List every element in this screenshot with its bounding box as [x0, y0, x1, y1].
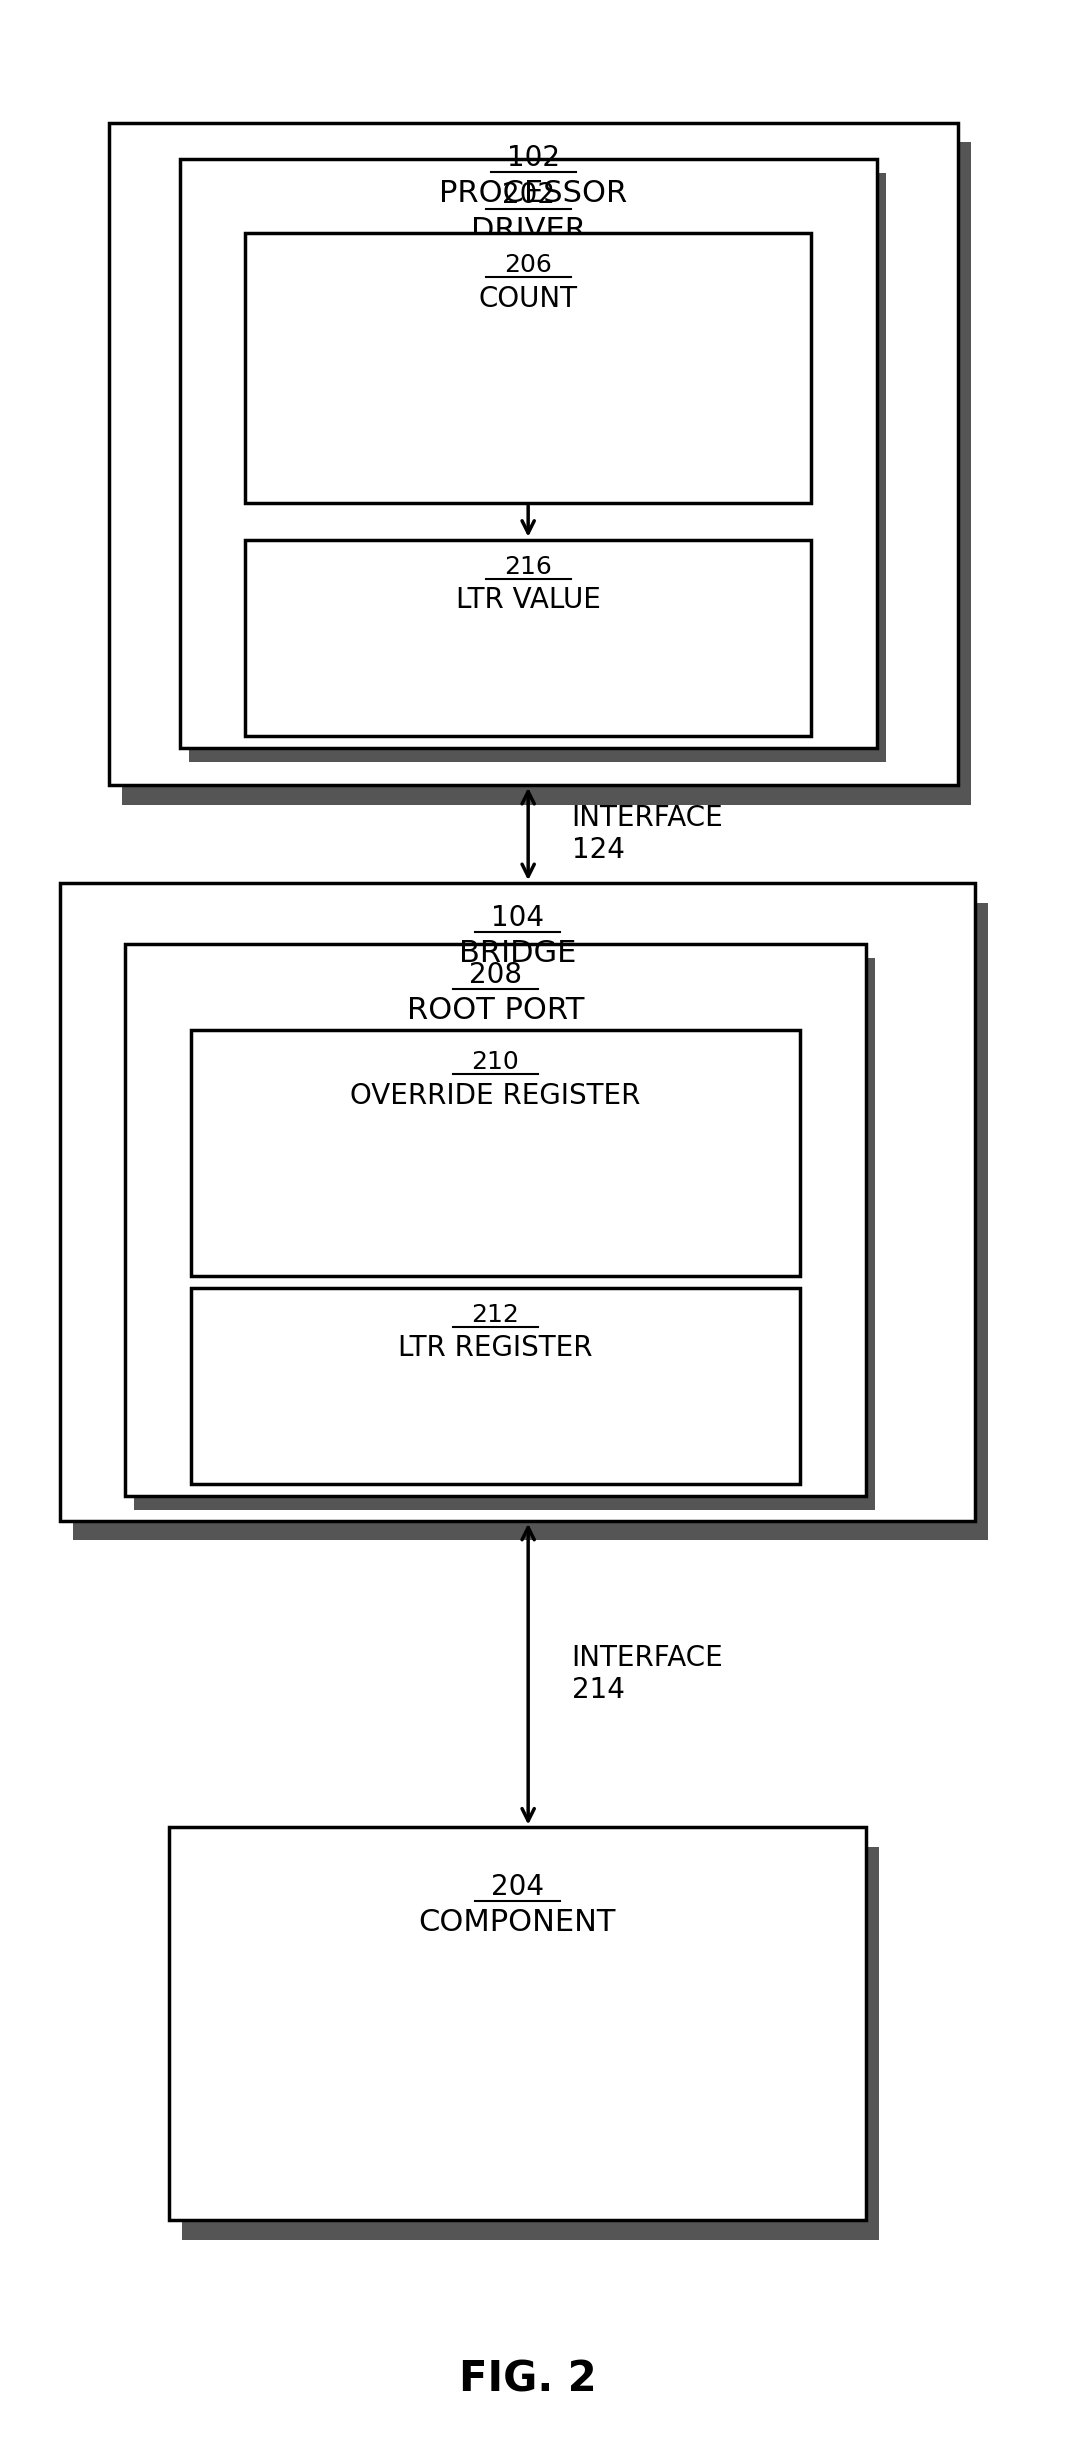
Bar — [188, 174, 885, 763]
Text: PROCESSOR: PROCESSOR — [440, 179, 627, 209]
Text: COMPONENT: COMPONENT — [418, 1908, 616, 1938]
Bar — [125, 944, 866, 1496]
Text: 204: 204 — [491, 1874, 543, 1901]
Text: 104: 104 — [491, 905, 543, 932]
Bar — [245, 233, 811, 503]
Bar — [122, 142, 971, 805]
Bar — [73, 903, 988, 1540]
Text: INTERFACE
214: INTERFACE 214 — [572, 1644, 723, 1705]
Bar — [182, 1847, 879, 2240]
Bar — [245, 540, 811, 736]
Bar — [109, 123, 958, 785]
Text: OVERRIDE REGISTER: OVERRIDE REGISTER — [351, 1082, 640, 1109]
Bar — [169, 1827, 866, 2220]
Text: LTR REGISTER: LTR REGISTER — [399, 1334, 592, 1361]
Text: 206: 206 — [504, 253, 552, 277]
Text: 210: 210 — [472, 1050, 519, 1074]
Text: DRIVER: DRIVER — [470, 216, 586, 245]
Text: 208: 208 — [469, 962, 522, 989]
Text: 202: 202 — [502, 182, 554, 209]
Bar — [191, 1030, 800, 1276]
Bar — [180, 159, 877, 748]
Bar — [191, 1288, 800, 1484]
Text: 212: 212 — [472, 1303, 519, 1327]
Text: INTERFACE
124: INTERFACE 124 — [572, 805, 723, 863]
Bar — [134, 959, 874, 1511]
Text: FIG. 2: FIG. 2 — [460, 2357, 597, 2401]
Text: 216: 216 — [504, 554, 552, 579]
Text: 102: 102 — [507, 145, 560, 172]
Text: COUNT: COUNT — [479, 285, 577, 312]
Text: ROOT PORT: ROOT PORT — [407, 996, 584, 1025]
Bar — [60, 883, 975, 1521]
Text: LTR VALUE: LTR VALUE — [455, 586, 601, 613]
Text: BRIDGE: BRIDGE — [458, 939, 576, 969]
